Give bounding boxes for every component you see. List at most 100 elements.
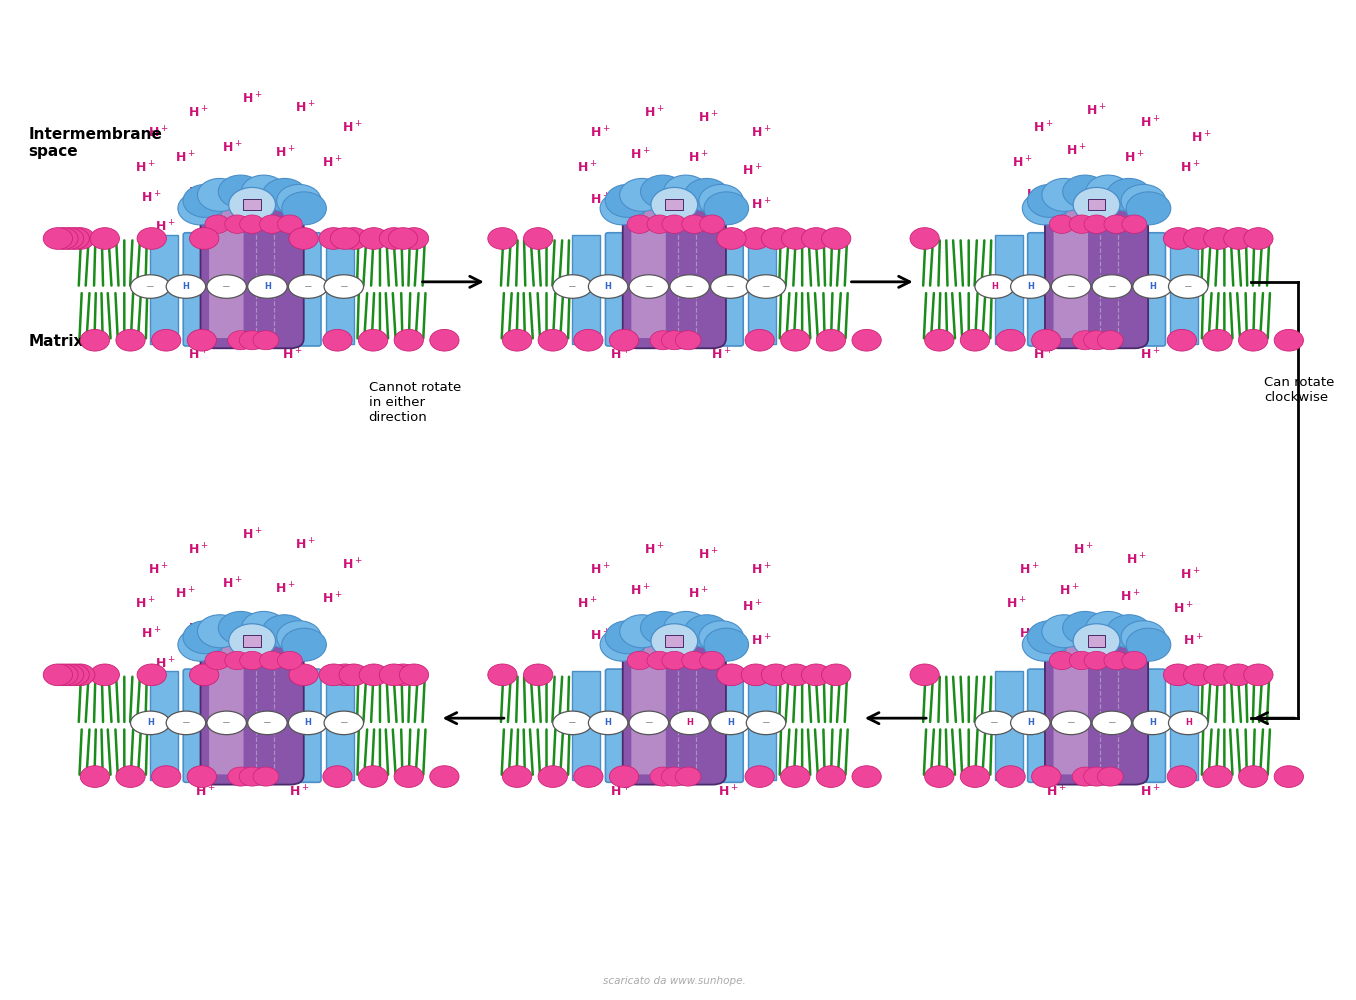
Circle shape — [289, 664, 319, 686]
Circle shape — [1104, 651, 1128, 670]
Text: H$^+$: H$^+$ — [148, 562, 168, 577]
Circle shape — [1121, 184, 1166, 217]
Circle shape — [574, 329, 603, 351]
Ellipse shape — [324, 275, 363, 298]
Circle shape — [1121, 621, 1166, 654]
Circle shape — [761, 228, 791, 249]
Ellipse shape — [324, 711, 363, 735]
Text: H: H — [1149, 718, 1157, 727]
Ellipse shape — [248, 711, 287, 735]
Circle shape — [430, 329, 460, 351]
Text: −: − — [1067, 282, 1075, 292]
Text: H: H — [1026, 282, 1033, 291]
Circle shape — [178, 192, 222, 225]
Text: −: − — [568, 282, 576, 292]
Ellipse shape — [746, 275, 785, 298]
Circle shape — [781, 329, 810, 351]
Circle shape — [663, 175, 708, 208]
Circle shape — [282, 628, 327, 661]
Text: H$^+$: H$^+$ — [1180, 567, 1200, 582]
Text: H$^+$: H$^+$ — [1140, 187, 1161, 202]
Circle shape — [229, 187, 275, 222]
Circle shape — [1073, 624, 1120, 658]
Circle shape — [1275, 766, 1303, 787]
Text: H$^+$: H$^+$ — [188, 348, 209, 363]
Circle shape — [1238, 766, 1268, 787]
Circle shape — [1168, 329, 1196, 351]
Circle shape — [359, 664, 388, 686]
Circle shape — [228, 767, 254, 786]
Circle shape — [1086, 175, 1131, 208]
Circle shape — [605, 621, 650, 654]
Circle shape — [1121, 651, 1147, 670]
Ellipse shape — [1092, 711, 1131, 735]
Text: H: H — [146, 718, 153, 727]
Bar — [666, 199, 683, 210]
Circle shape — [662, 651, 686, 670]
Circle shape — [187, 329, 217, 351]
FancyBboxPatch shape — [183, 669, 321, 782]
Ellipse shape — [167, 275, 206, 298]
FancyBboxPatch shape — [628, 677, 721, 775]
Circle shape — [259, 651, 285, 670]
Circle shape — [228, 331, 254, 350]
Ellipse shape — [1169, 711, 1208, 735]
Text: H$^+$: H$^+$ — [697, 187, 719, 202]
Text: H$^+$: H$^+$ — [631, 584, 651, 599]
Text: H$^+$: H$^+$ — [289, 784, 309, 799]
Ellipse shape — [1010, 711, 1050, 735]
Ellipse shape — [670, 711, 709, 735]
Circle shape — [503, 329, 532, 351]
Text: H: H — [991, 282, 998, 291]
Circle shape — [1275, 329, 1303, 351]
Ellipse shape — [1132, 275, 1173, 298]
Circle shape — [488, 228, 517, 249]
Circle shape — [1223, 664, 1253, 686]
Text: H$^+$: H$^+$ — [188, 542, 209, 557]
Circle shape — [278, 651, 302, 670]
FancyBboxPatch shape — [1045, 633, 1149, 785]
Text: H$^+$: H$^+$ — [631, 147, 651, 163]
Text: H$^+$: H$^+$ — [134, 160, 155, 176]
Circle shape — [700, 215, 724, 233]
Circle shape — [198, 615, 241, 648]
Circle shape — [626, 651, 652, 670]
FancyBboxPatch shape — [206, 240, 298, 338]
Text: Cannot rotate
in either
direction: Cannot rotate in either direction — [369, 381, 461, 424]
Text: −: − — [762, 718, 770, 728]
Circle shape — [620, 178, 664, 211]
Bar — [749, 671, 776, 780]
Circle shape — [801, 664, 831, 686]
Circle shape — [1086, 611, 1131, 644]
Text: H$^+$: H$^+$ — [717, 784, 738, 799]
Bar — [1170, 235, 1199, 344]
Circle shape — [574, 766, 603, 787]
Text: H: H — [605, 282, 612, 291]
Circle shape — [1168, 766, 1196, 787]
Ellipse shape — [1051, 711, 1090, 735]
Circle shape — [801, 228, 831, 249]
Text: H$^+$: H$^+$ — [590, 126, 612, 141]
Circle shape — [65, 664, 95, 686]
FancyBboxPatch shape — [1028, 669, 1165, 782]
Text: scaricato da www.sunhope.: scaricato da www.sunhope. — [603, 976, 746, 986]
Circle shape — [1184, 664, 1212, 686]
Ellipse shape — [207, 711, 247, 735]
Text: H$^+$: H$^+$ — [275, 582, 296, 597]
FancyBboxPatch shape — [1054, 643, 1088, 774]
Circle shape — [1243, 664, 1273, 686]
Circle shape — [717, 228, 746, 249]
Circle shape — [1050, 651, 1074, 670]
Circle shape — [1063, 611, 1108, 644]
Circle shape — [1032, 766, 1060, 787]
Text: H$^+$: H$^+$ — [148, 126, 168, 141]
Circle shape — [49, 228, 79, 249]
Circle shape — [241, 611, 286, 644]
Circle shape — [1204, 664, 1233, 686]
Circle shape — [704, 192, 749, 225]
Circle shape — [698, 184, 743, 217]
Circle shape — [700, 651, 724, 670]
Text: H$^+$: H$^+$ — [1020, 626, 1040, 642]
Circle shape — [1041, 178, 1086, 211]
Text: H$^+$: H$^+$ — [342, 121, 363, 136]
